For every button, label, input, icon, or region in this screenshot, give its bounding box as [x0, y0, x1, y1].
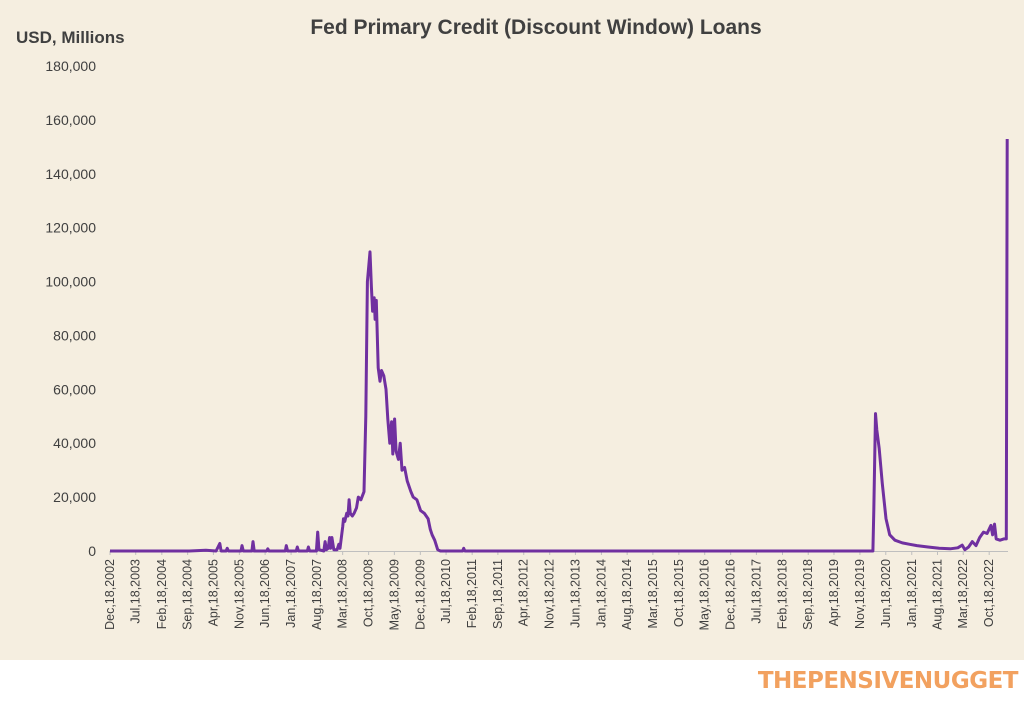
- x-tick-label: Aug,18,2021: [930, 559, 944, 630]
- x-tick-label: Jun,18,2013: [568, 559, 582, 628]
- x-tick-label: Jun,18,2006: [258, 559, 272, 628]
- x-tick-label: Aug,18,2007: [310, 559, 324, 630]
- x-tick-label: Sep,18,2011: [491, 559, 505, 629]
- y-tick-label: 60,000: [53, 381, 96, 397]
- x-tick-label: Mar,18,2008: [336, 559, 350, 629]
- y-tick-label: 100,000: [45, 274, 96, 290]
- x-tick-label: Jul,18,2017: [749, 559, 763, 624]
- x-tick-label: Apr,18,2012: [517, 559, 531, 626]
- x-tick-label: Oct,18,2022: [982, 559, 996, 627]
- x-tick-label: Nov,18,2012: [543, 559, 557, 629]
- x-tick-label: Oct,18,2015: [672, 559, 686, 627]
- series-line: [110, 138, 1009, 553]
- y-tick-label: 0: [88, 543, 96, 559]
- y-tick-label: 80,000: [53, 327, 96, 343]
- y-tick-label: 140,000: [45, 166, 96, 182]
- x-tick-label: Sep,18,2004: [181, 559, 195, 630]
- x-tick-label: Jul,18,2010: [439, 559, 453, 624]
- watermark-logo: THEPENSIVENUGGET: [757, 668, 1019, 694]
- x-tick-label: Oct,18,2008: [362, 559, 376, 627]
- x-tick-label: Dec,18,2009: [413, 559, 427, 630]
- x-tick-label: May,18,2009: [387, 559, 401, 630]
- x-tick-label: Feb,18,2004: [155, 559, 169, 629]
- x-tick-label: Jan,18,2014: [594, 559, 608, 628]
- x-tick-label: Dec,18,2002: [103, 559, 117, 630]
- x-tick-label: Apr,18,2005: [206, 559, 220, 626]
- y-tick-label: 160,000: [45, 112, 96, 128]
- x-tick-label: May,18,2016: [698, 559, 712, 630]
- y-tick-label: 120,000: [45, 220, 96, 236]
- x-tick-label: Mar,18,2015: [646, 559, 660, 629]
- y-tick-label: 40,000: [53, 435, 96, 451]
- x-tick-label: Feb,18,2011: [465, 559, 479, 628]
- x-tick-label: Jul,18,2003: [129, 559, 143, 624]
- x-tick-label: Dec,18,2016: [724, 559, 738, 630]
- x-tick-label: Apr,18,2019: [827, 559, 841, 626]
- line-chart: 0 20,000 40,000 60,000 80,000 100,000 120,000 1…: [45, 58, 1009, 630]
- x-tick-label: Feb,18,2018: [775, 559, 789, 629]
- x-tick-label: Jun,18,2020: [879, 559, 893, 628]
- x-tick-label: Aug,18,2014: [620, 559, 634, 630]
- x-tick-label: Jan,18,2007: [284, 559, 298, 628]
- x-tick-label: Nov,18,2019: [853, 559, 867, 629]
- chart-title: Fed Primary Credit (Discount Window) Loa…: [310, 16, 762, 39]
- x-tick-label: Mar,18,2022: [956, 559, 970, 629]
- x-tick-label: Jan,18,2021: [905, 559, 919, 628]
- y-tick-label: 180,000: [45, 58, 96, 74]
- x-tick-label: Sep,18,2018: [801, 559, 815, 630]
- y-axis-unit-label: USD, Millions: [16, 28, 125, 47]
- x-tick-label: Nov,18,2005: [232, 559, 246, 629]
- y-tick-label: 20,000: [53, 489, 96, 505]
